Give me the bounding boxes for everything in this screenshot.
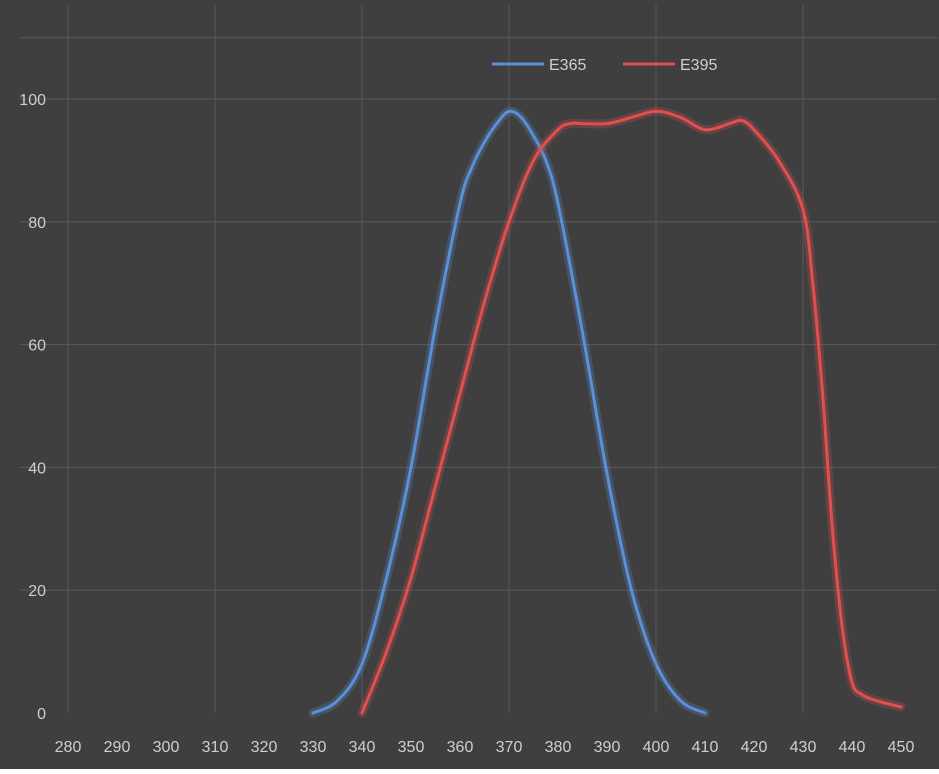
x-tick-label: 420	[741, 739, 768, 756]
series-line-e395	[360, 109, 903, 715]
y-tick-label: 100	[19, 92, 46, 109]
y-tick-label: 0	[37, 706, 46, 723]
x-tick-label: 370	[496, 739, 523, 756]
x-tick-label: 360	[447, 739, 474, 756]
x-tick-label: 290	[104, 739, 131, 756]
y-tick-label: 40	[28, 460, 46, 477]
series-line-e365	[311, 109, 707, 715]
x-tick-label: 320	[251, 739, 278, 756]
x-tick-label: 440	[839, 739, 866, 756]
series-lines	[308, 106, 906, 718]
x-tick-label: 390	[594, 739, 621, 756]
tick-labels: 280 290 300 310 320 330 340 350 360 370 380 390 400 4…	[19, 92, 914, 756]
x-tick-label: 340	[349, 739, 376, 756]
grid	[20, 5, 937, 713]
legend-label-e395: E395	[680, 57, 717, 74]
legend-label-e365: E365	[549, 57, 586, 74]
y-tick-label: 60	[28, 338, 46, 355]
x-tick-label: 400	[643, 739, 670, 756]
x-tick-label: 330	[300, 739, 327, 756]
x-tick-label: 380	[545, 739, 572, 756]
legend: E365 E395	[492, 57, 717, 74]
x-tick-label: 280	[55, 739, 82, 756]
x-tick-label: 350	[398, 739, 425, 756]
x-tick-label: 410	[692, 739, 719, 756]
x-tick-label: 300	[153, 739, 180, 756]
y-tick-label: 20	[28, 583, 46, 600]
x-tick-label: 310	[202, 739, 229, 756]
y-tick-label: 80	[28, 215, 46, 232]
x-tick-label: 450	[888, 739, 915, 756]
x-tick-label: 430	[790, 739, 817, 756]
